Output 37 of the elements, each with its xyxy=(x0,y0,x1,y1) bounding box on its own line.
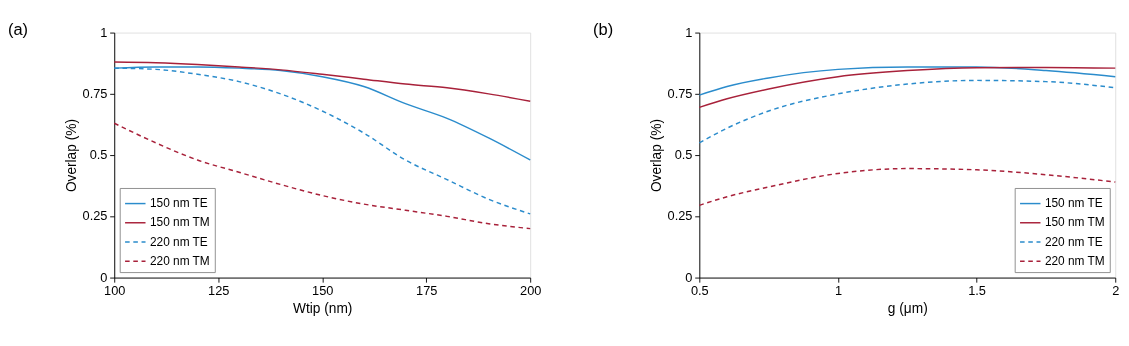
legend-label: 220 nm TE xyxy=(1044,234,1103,249)
y-tick-label: 0.75 xyxy=(82,85,108,101)
y-tick-label: 0.75 xyxy=(667,85,693,101)
x-tick-label: 100 xyxy=(104,283,126,299)
x-tick-label: 200 xyxy=(520,283,542,299)
x-tick-label: 1 xyxy=(834,283,842,299)
y-tick-label: 0.25 xyxy=(82,208,108,224)
y-tick-label: 0.5 xyxy=(89,147,108,163)
x-tick-label: 150 xyxy=(312,283,334,299)
y-tick-label: 1 xyxy=(685,24,693,40)
x-axis-title: g (μm) xyxy=(887,300,928,316)
chart-title: (b) xyxy=(593,20,614,39)
line-series xyxy=(113,122,531,230)
x-tick-label: 175 xyxy=(416,283,438,299)
chart-title: (a) xyxy=(8,20,29,39)
x-tick-label: 125 xyxy=(208,283,230,299)
y-axis-title: Overlap (%) xyxy=(64,119,80,193)
y-tick-label: 1 xyxy=(100,24,108,40)
legend-label: 150 nm TM xyxy=(1044,215,1105,230)
legend-label: 150 nm TE xyxy=(1044,196,1103,211)
y-axis-title: Overlap (%) xyxy=(649,119,665,193)
y-tick-label: 0 xyxy=(685,269,693,285)
legend-label: 150 nm TE xyxy=(149,196,208,211)
x-tick-label: 2 xyxy=(1112,283,1120,299)
legend-label: 220 nm TM xyxy=(1044,253,1105,268)
line-series xyxy=(698,66,1117,109)
line-series xyxy=(113,61,531,102)
legend-label: 150 nm TM xyxy=(149,215,210,230)
y-tick-label: 0.5 xyxy=(674,147,693,163)
line-series xyxy=(698,167,1117,207)
legend-label: 220 nm TE xyxy=(149,234,208,249)
line-series xyxy=(698,66,1117,96)
y-tick-label: 0.25 xyxy=(667,208,693,224)
y-tick-label: 0 xyxy=(100,269,108,285)
legend-label: 220 nm TM xyxy=(149,253,210,268)
x-tick-label: 1.5 xyxy=(968,283,986,299)
x-axis-title: Wtip (nm) xyxy=(293,300,353,316)
